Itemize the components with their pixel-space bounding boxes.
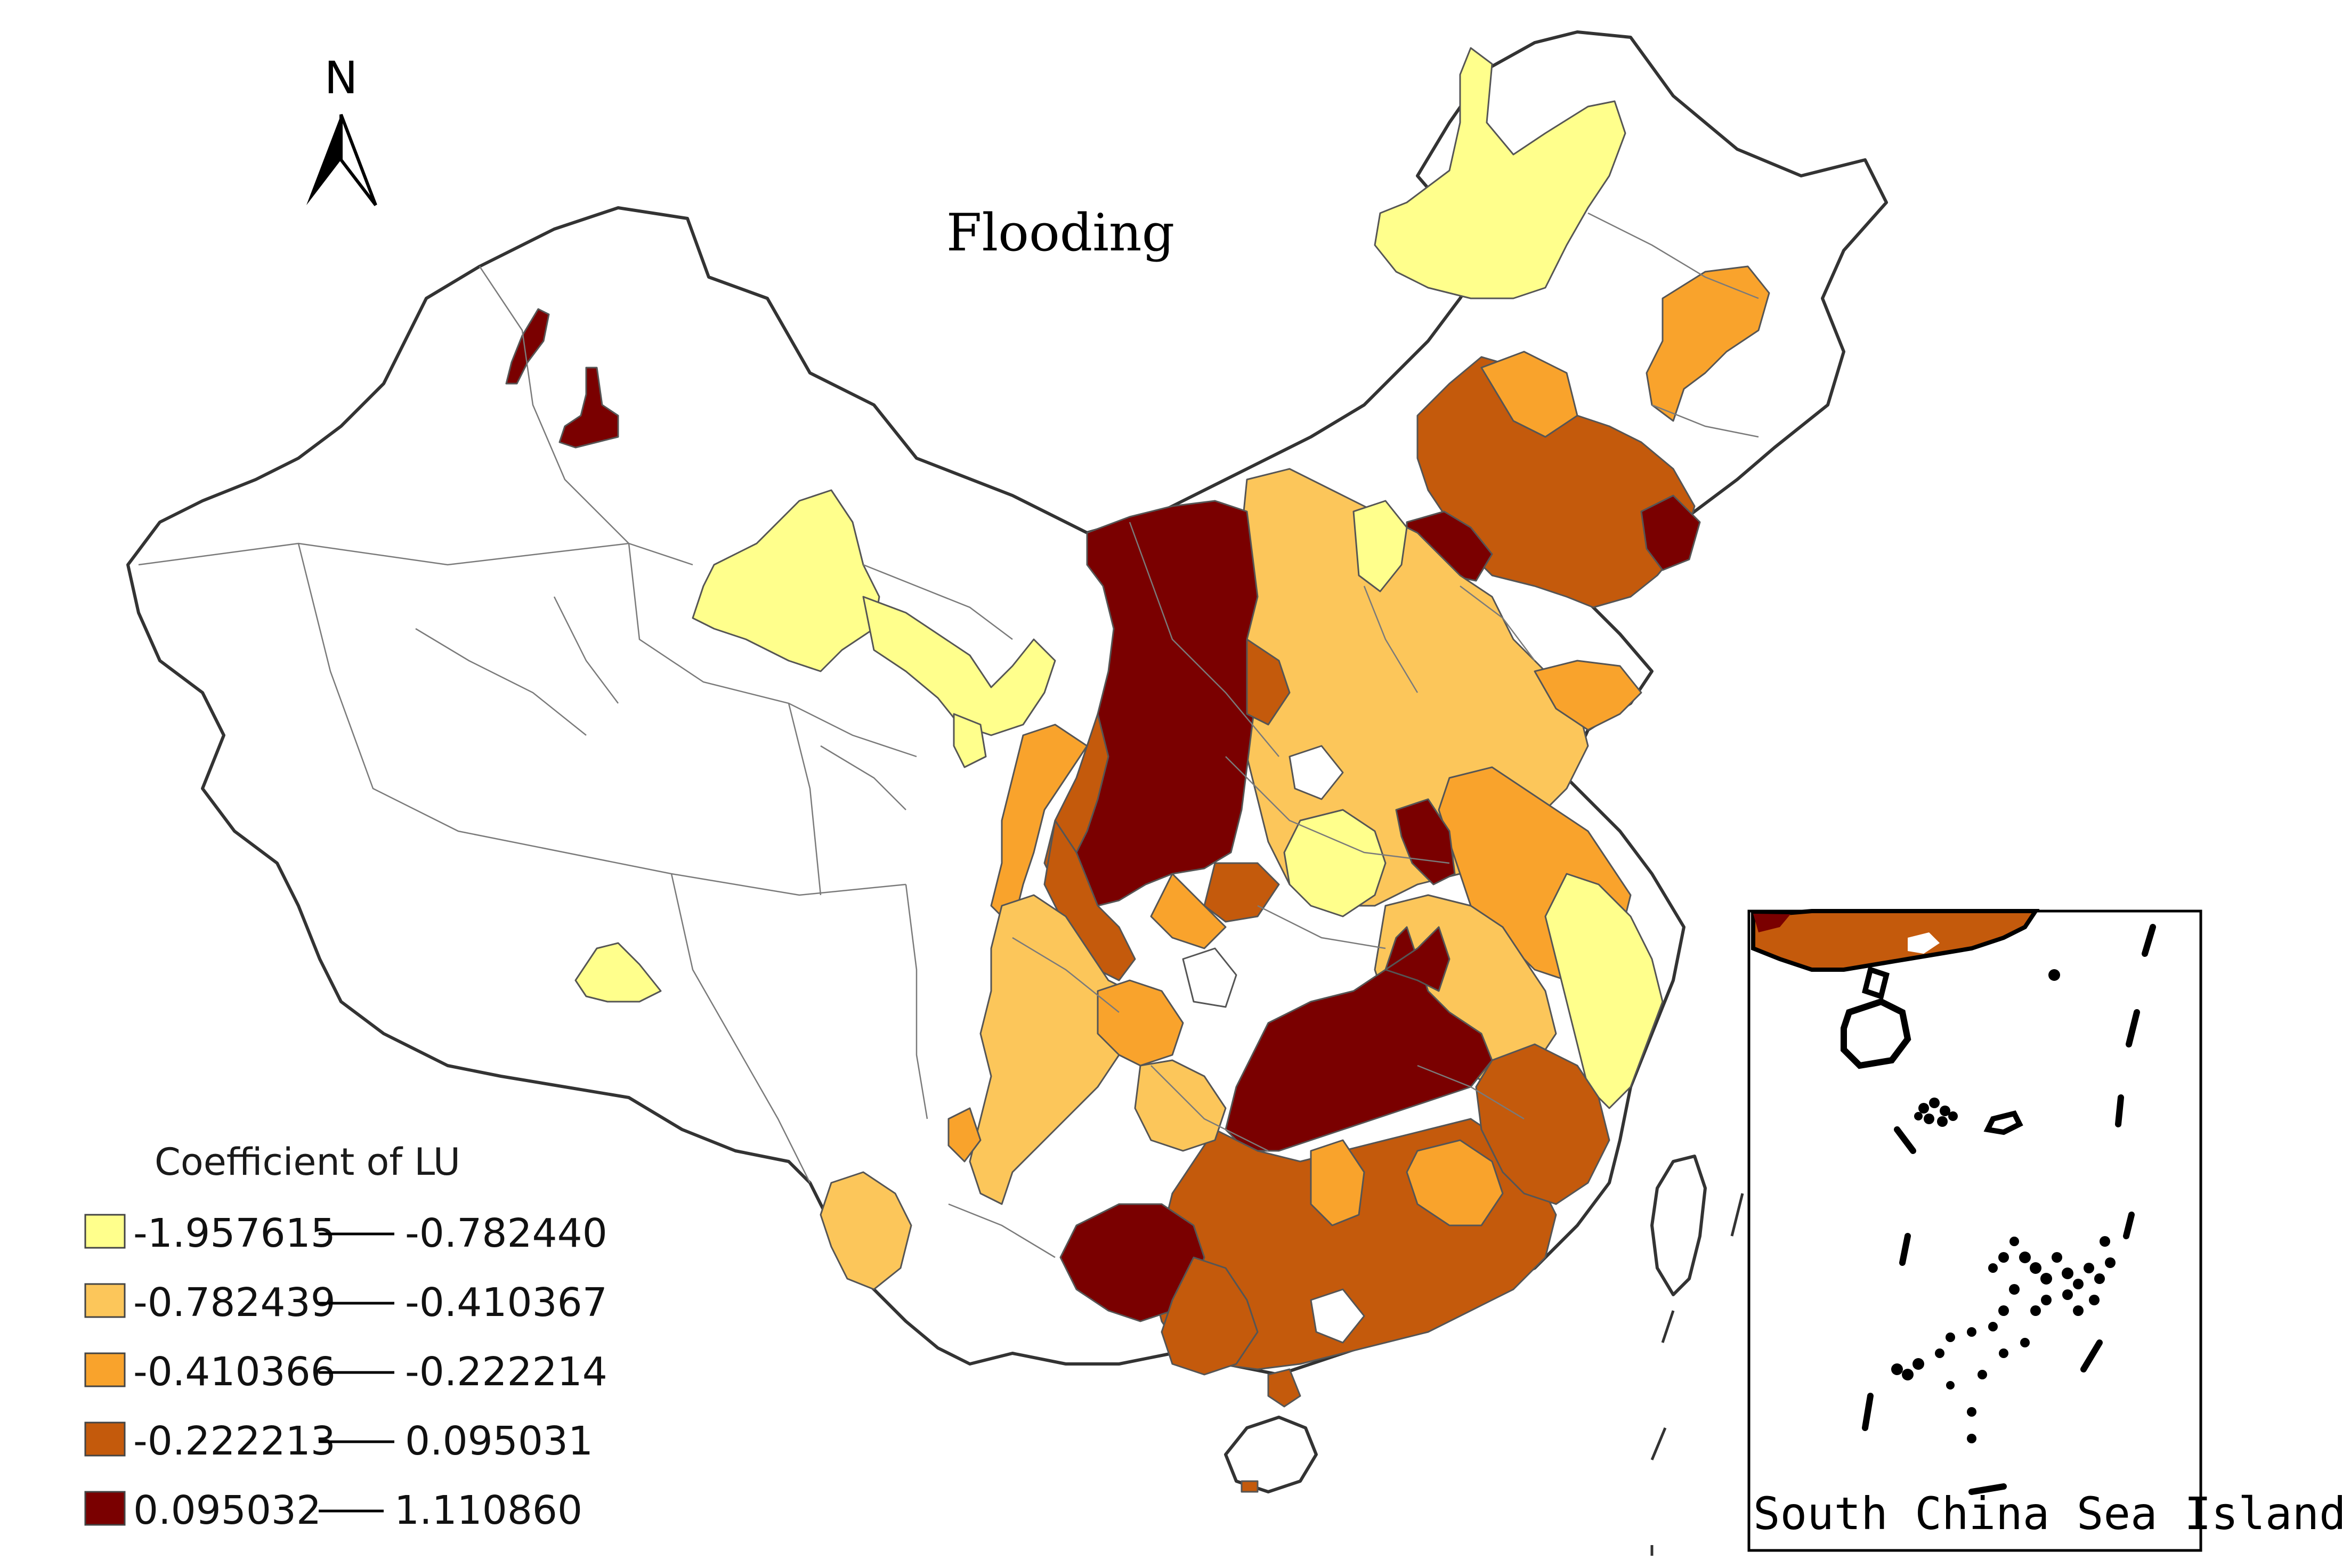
legend-min: -0.782439 bbox=[133, 1280, 336, 1326]
heilongjiang-region bbox=[1374, 47, 1626, 299]
guangxi-region bbox=[1059, 1203, 1259, 1376]
legend-swatch bbox=[84, 1214, 126, 1249]
nine-dash-line bbox=[1862, 924, 2156, 1495]
spratly-islands bbox=[1891, 1236, 2116, 1443]
legend-min: -1.957615 bbox=[133, 1210, 336, 1256]
legend-item: 0.095032 1.110860 bbox=[84, 1488, 582, 1533]
inset-frame bbox=[1747, 909, 2202, 1552]
xinjiang-dark-region bbox=[505, 308, 619, 449]
central-west-region bbox=[990, 500, 1291, 981]
legend-min: -0.410366 bbox=[133, 1349, 336, 1395]
legend-max: 1.110860 bbox=[394, 1488, 582, 1533]
inset-map: South China Sea Islands bbox=[1747, 909, 2342, 1552]
central-south-region bbox=[1150, 926, 1610, 1370]
southwest-region bbox=[574, 894, 1237, 1290]
legend-item: -1.957615 -0.782440 bbox=[84, 1210, 607, 1256]
inset-label: South China Sea Islands bbox=[1753, 1488, 2342, 1540]
northeast-region bbox=[1406, 351, 1701, 608]
legend-max: -0.410367 bbox=[405, 1280, 607, 1326]
legend-max: -0.782440 bbox=[405, 1210, 607, 1256]
legend-item: -0.782439 -0.410367 bbox=[84, 1280, 607, 1326]
offshore-marks bbox=[1650, 1193, 1744, 1556]
legend-swatch bbox=[84, 1421, 126, 1457]
legend-min: 0.095032 bbox=[133, 1488, 321, 1533]
legend-title: Coefficient of LU bbox=[155, 1140, 460, 1184]
province-boundaries bbox=[138, 212, 1759, 1258]
jilin-region bbox=[1646, 265, 1770, 422]
paracel-islands bbox=[1914, 969, 2060, 1127]
legend-swatch bbox=[84, 1352, 126, 1387]
legend-swatch bbox=[84, 1491, 126, 1526]
legend-item: -0.222213 0.095031 bbox=[84, 1418, 593, 1464]
north-arrow-icon: N bbox=[306, 52, 377, 206]
legend-item: -0.410366 -0.222214 bbox=[84, 1349, 607, 1395]
taiwan-region bbox=[1650, 1155, 1707, 1296]
legend-min: -0.222213 bbox=[133, 1418, 336, 1464]
legend-max: -0.222214 bbox=[405, 1349, 607, 1395]
legend: Coefficient of LU -1.957615 -0.782440 -0… bbox=[84, 1140, 607, 1533]
hainan-region bbox=[1224, 1368, 1318, 1493]
legend-swatch bbox=[84, 1283, 126, 1318]
north-label: N bbox=[325, 52, 358, 104]
inner-mongolia-west-region bbox=[692, 489, 1056, 768]
map-title: Flooding bbox=[946, 203, 1174, 263]
legend-max: 0.095031 bbox=[405, 1418, 593, 1464]
